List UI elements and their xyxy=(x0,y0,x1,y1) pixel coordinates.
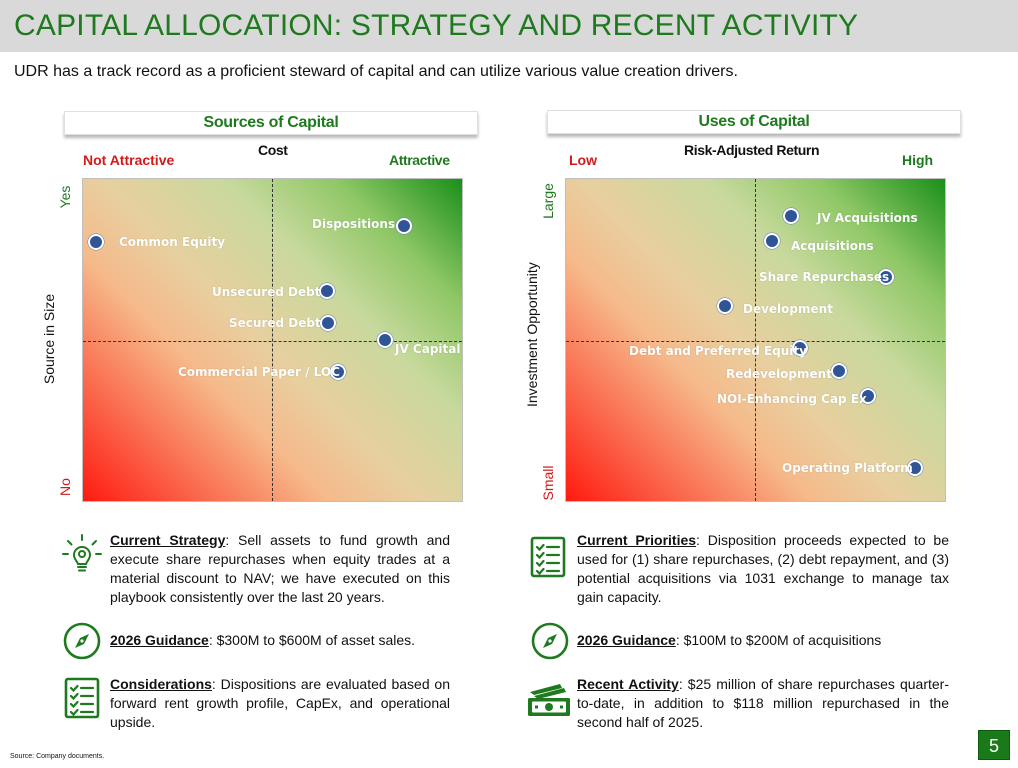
noi-cap-ex-label: NOI-Enhancing Cap Ex xyxy=(717,392,867,406)
acquisitions-dot xyxy=(764,233,780,249)
uses-x-axis-title: Risk-Adjusted Return xyxy=(684,142,820,158)
sources-matrix: Common Equity Dispositions Unsecured Deb… xyxy=(82,178,463,502)
uses-vertical-divider xyxy=(755,179,756,501)
operating-platform-label: Operating Platform xyxy=(782,461,913,475)
redevelopment-dot xyxy=(831,363,847,379)
development-dot xyxy=(717,298,733,314)
redevelopment-label: Redevelopment xyxy=(726,367,832,381)
secured-debt-label: Secured Debt xyxy=(229,316,321,330)
sources-x-high-label: Attractive xyxy=(389,152,450,168)
recent-activity-lead: Recent Activity xyxy=(577,676,679,692)
secured-debt-dot xyxy=(320,315,336,331)
sources-x-axis-title: Cost xyxy=(258,142,288,158)
current-priorities-lead: Current Priorities xyxy=(577,532,697,548)
left-guidance-lead: 2026 Guidance xyxy=(110,632,209,648)
sources-horizontal-divider xyxy=(83,341,462,342)
title-bar: CAPITAL ALLOCATION: STRATEGY AND RECENT … xyxy=(0,0,1018,52)
sources-x-low-label: Not Attractive xyxy=(83,152,175,168)
jv-acquisitions-dot xyxy=(783,208,799,224)
common-equity-dot xyxy=(88,234,104,250)
lightbulb-gear-icon xyxy=(62,534,102,574)
considerations-text: Considerations: Dispositions are evaluat… xyxy=(110,675,450,732)
compass-icon xyxy=(62,621,102,661)
sources-y-axis-title: Source in Size xyxy=(41,293,57,385)
unsecured-debt-dot xyxy=(319,283,335,299)
sources-y-high-label: Yes xyxy=(57,185,73,209)
acquisitions-label: Acquisitions xyxy=(791,239,874,253)
development-label: Development xyxy=(743,302,833,316)
left-guidance-text: 2026 Guidance: $300M to $600M of asset s… xyxy=(110,631,450,650)
unsecured-debt-label: Unsecured Debt xyxy=(212,285,321,299)
page-number: 5 xyxy=(978,730,1010,760)
commercial-paper-label: Commercial Paper / LOC xyxy=(178,365,340,379)
current-strategy-body: : Sell assets to fund growth and execute… xyxy=(110,532,450,605)
commercial-paper-dot xyxy=(330,364,346,380)
uses-heading: Uses of Capital xyxy=(547,110,961,134)
dispositions-label: Dispositions xyxy=(312,217,396,231)
noi-cap-ex-dot xyxy=(860,388,876,404)
uses-y-axis-title: Investment Opportunity xyxy=(524,262,540,407)
jv-capital-dot xyxy=(377,332,393,348)
sources-heading: Sources of Capital xyxy=(64,111,478,135)
recent-activity-text: Recent Activity: $25 million of share re… xyxy=(577,675,949,732)
common-equity-label: Common Equity xyxy=(119,235,226,249)
source-footnote: Source: Company documents. xyxy=(10,753,105,760)
dispositions-dot xyxy=(396,218,412,234)
sources-vertical-divider xyxy=(272,179,273,501)
debt-preferred-equity-label: Debt and Preferred Equity xyxy=(629,344,807,358)
right-guidance-text: 2026 Guidance: $100M to $200M of acquisi… xyxy=(577,631,949,650)
money-icon xyxy=(526,682,572,722)
right-guidance-lead: 2026 Guidance xyxy=(577,632,676,648)
uses-matrix: JV Acquisitions Acquisitions Share Repur… xyxy=(565,178,946,502)
sources-y-low-label: No xyxy=(57,478,73,496)
checklist-icon xyxy=(64,677,104,719)
recent-activity-body: : $25 million of share repurchases quart… xyxy=(577,676,949,730)
uses-x-high-label: High xyxy=(902,152,934,168)
uses-horizontal-divider xyxy=(566,341,945,342)
current-priorities-text: Current Priorities: Disposition proceeds… xyxy=(577,531,949,607)
current-strategy-lead: Current Strategy xyxy=(110,532,226,548)
operating-platform-dot xyxy=(907,460,923,476)
debt-preferred-equity-dot xyxy=(792,340,808,356)
jv-acquisitions-label: JV Acquisitions xyxy=(817,211,918,225)
uses-y-low-label: Small xyxy=(540,465,556,501)
right-guidance-body: : $100M to $200M of acquisitions xyxy=(675,632,882,648)
current-strategy-text: Current Strategy: Sell assets to fund gr… xyxy=(110,531,450,607)
uses-x-low-label: Low xyxy=(569,152,597,168)
share-repurchases-dot xyxy=(878,269,894,285)
considerations-body: : Dispositions are evaluated based on fo… xyxy=(110,676,450,730)
jv-capital-label: JV Capital xyxy=(395,342,461,356)
current-priorities-body: : Disposition proceeds expected to be us… xyxy=(577,532,950,605)
checklist-icon-right xyxy=(530,536,570,578)
left-guidance-body: : $300M to $600M of asset sales. xyxy=(208,632,416,648)
page-title: CAPITAL ALLOCATION: STRATEGY AND RECENT … xyxy=(14,9,859,42)
page-subtitle: UDR has a track record as a proficient s… xyxy=(14,63,738,80)
compass-icon-right xyxy=(530,621,570,661)
uses-y-high-label: Large xyxy=(540,183,556,219)
share-repurchases-label: Share Repurchases xyxy=(759,270,890,284)
considerations-lead: Considerations xyxy=(110,676,212,692)
